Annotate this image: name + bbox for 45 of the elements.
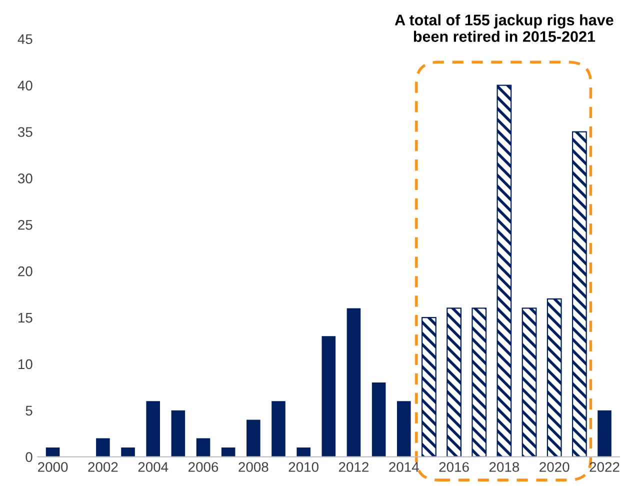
- bar: [296, 448, 310, 457]
- bar: [572, 131, 587, 457]
- bar: [422, 316, 436, 457]
- bar: [96, 438, 110, 457]
- x-tick-label: 2008: [238, 462, 268, 472]
- y-tick-label: 20: [18, 266, 32, 276]
- y-tick-label: 30: [18, 174, 32, 184]
- bar: [396, 401, 411, 457]
- x-tick-label: 2012: [338, 462, 368, 472]
- bar: [146, 401, 160, 457]
- y-tick-label: 45: [18, 34, 32, 44]
- bar: [496, 84, 512, 457]
- x-tick-label: 2006: [188, 462, 218, 472]
- bar: [522, 308, 537, 457]
- y-tick-label: 40: [18, 80, 32, 90]
- y-tick-label: 15: [18, 312, 32, 323]
- bar: [472, 308, 487, 457]
- bar: [246, 420, 260, 457]
- x-tick-label: 2016: [439, 462, 469, 472]
- x-tick-label: 2022: [590, 462, 620, 472]
- bar: [46, 448, 60, 457]
- bar: [372, 382, 386, 457]
- x-tick-label: 2010: [288, 462, 318, 472]
- x-tick-label: 2002: [88, 462, 118, 472]
- bar: [446, 308, 462, 457]
- x-tick-label: 2004: [138, 462, 168, 472]
- x-tick-label: 2000: [38, 462, 68, 472]
- y-tick-label: 5: [26, 406, 32, 416]
- bar: [196, 438, 210, 457]
- bar: [322, 336, 336, 457]
- bar: [121, 448, 135, 457]
- bar: [171, 410, 186, 457]
- x-tick-label: 2018: [489, 462, 520, 472]
- y-tick-label: 35: [18, 127, 32, 137]
- y-tick-label: 10: [18, 359, 32, 370]
- bar: [546, 298, 562, 457]
- bar: [346, 308, 361, 457]
- y-tick-label: 25: [18, 220, 32, 230]
- annotation: A total of 155 jackup rigs have been retired in 2015-2021: [394, 14, 614, 42]
- bar: [598, 410, 612, 457]
- bar: [272, 401, 286, 457]
- x-tick-label: 2020: [540, 462, 570, 472]
- bar: [221, 448, 236, 457]
- x-tick-label: 2014: [389, 462, 419, 472]
- y-tick-label: 0: [26, 452, 32, 462]
